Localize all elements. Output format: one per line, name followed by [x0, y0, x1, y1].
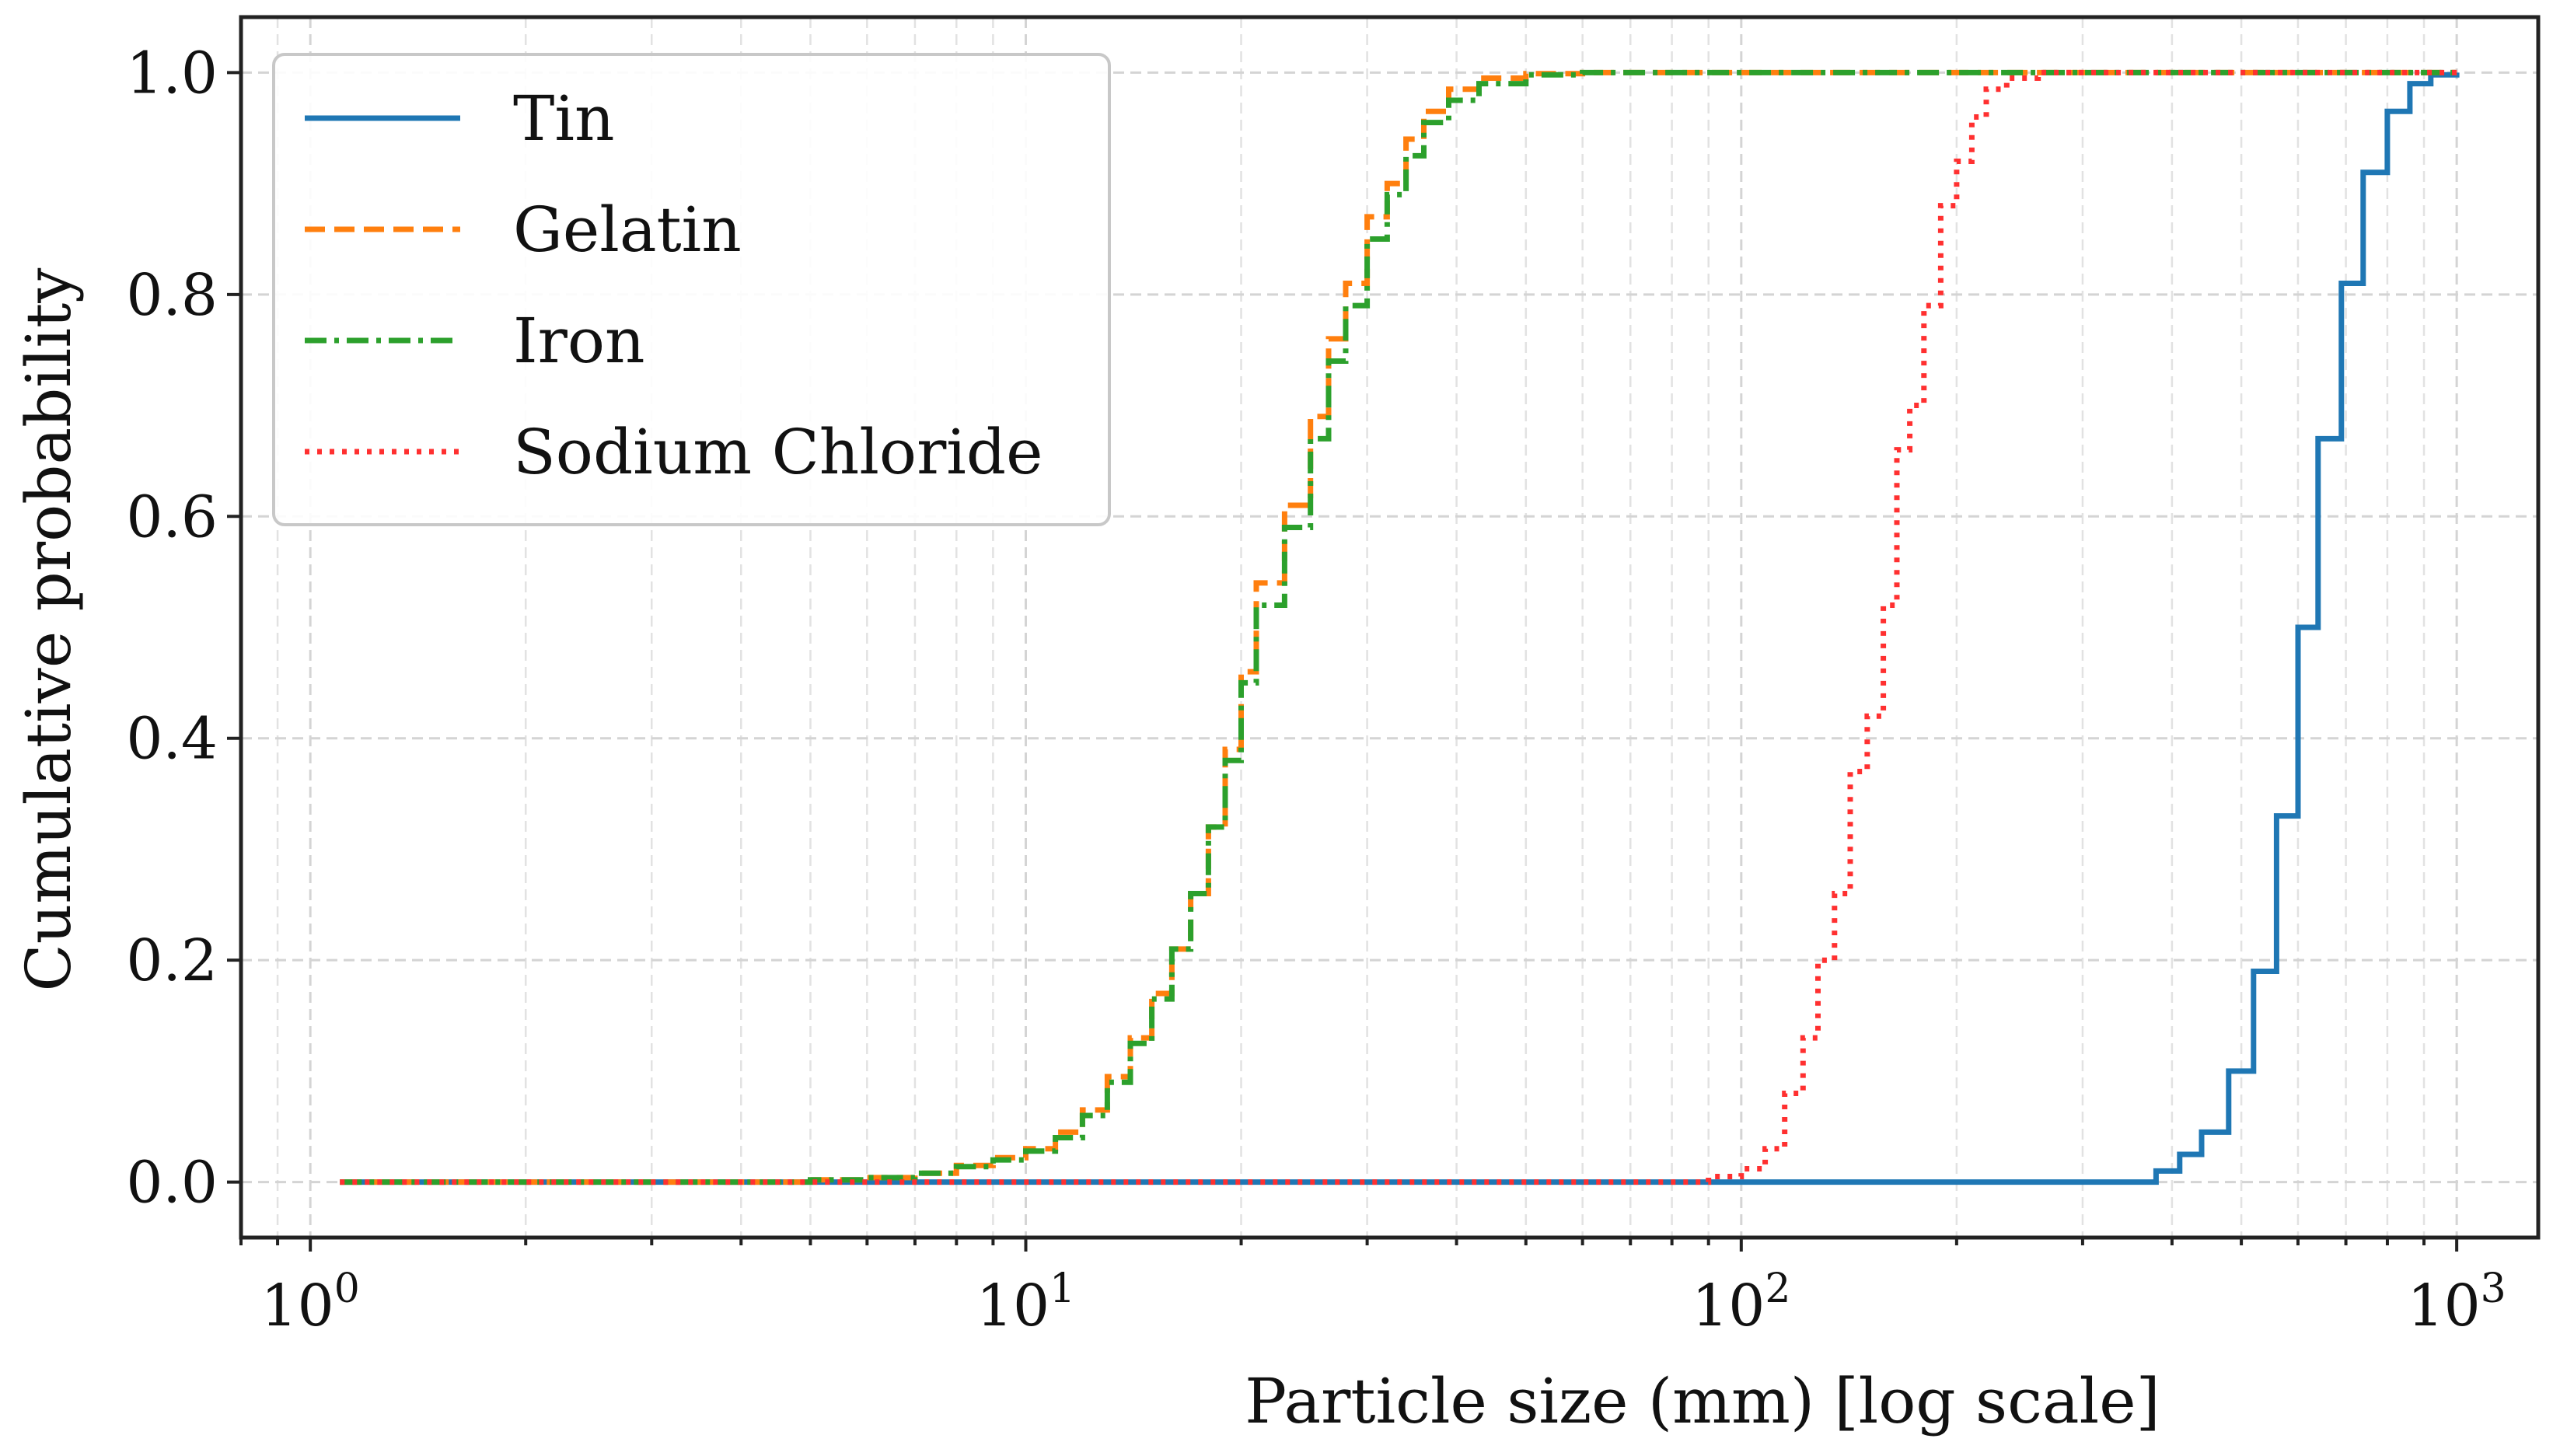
y-tick-labels: 0.0 0.2 0.4 0.6 0.8 1.0 — [126, 40, 218, 1216]
data-series — [340, 69, 2460, 1185]
y-tick-label: 0.4 — [126, 706, 218, 773]
x-tick-label: 100 — [261, 1266, 360, 1339]
legend: Tin Gelatin Iron Sodium Chloride — [272, 53, 1111, 526]
axis-ticks — [227, 71, 2459, 1252]
legend-label-tin: Tin — [513, 82, 614, 155]
y-axis-label: Cumulative probability — [12, 268, 85, 992]
x-axis-label: Particle size (mm) [log scale] — [1245, 1365, 2160, 1437]
x-tick-label: 103 — [2408, 1266, 2506, 1339]
x-tick-labels: 100 101 102 103 — [261, 1266, 2506, 1339]
y-tick-label: 1.0 — [126, 40, 218, 106]
series-line-tin — [340, 72, 2460, 1185]
legend-label-gelatin: Gelatin — [513, 194, 742, 266]
series-line-sodium-chloride — [340, 69, 2457, 1185]
legend-label-iron: Iron — [513, 305, 645, 377]
x-tick-label: 102 — [1692, 1266, 1790, 1339]
series-line-iron — [340, 69, 2457, 1185]
legend-box — [272, 53, 1111, 526]
y-tick-label: 0.6 — [126, 484, 218, 550]
plot-frame — [239, 15, 2541, 1240]
x-tick-label: 101 — [976, 1266, 1075, 1339]
y-tick-label: 0.8 — [126, 262, 218, 329]
y-tick-label: 0.0 — [126, 1150, 218, 1217]
legend-label-sodium-chloride: Sodium Chloride — [513, 416, 1043, 488]
y-tick-label: 0.2 — [126, 927, 218, 994]
